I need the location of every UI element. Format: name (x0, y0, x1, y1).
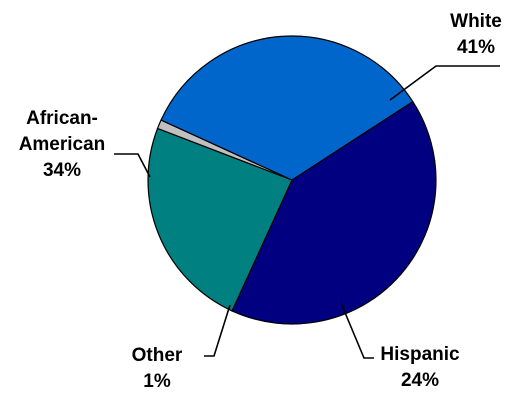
data-label-percent: 24% (401, 370, 439, 391)
pie-slices (148, 36, 436, 324)
data-label-category: White (450, 11, 502, 32)
leader-line-african-american (114, 154, 150, 177)
leader-line-other (204, 305, 230, 356)
data-label-percent: 1% (143, 371, 171, 392)
data-label-category: African- (26, 108, 98, 129)
data-label-hispanic: Hispanic 24% (380, 344, 460, 391)
data-label-category: Hispanic (380, 344, 460, 365)
data-label-other: Other 1% (132, 345, 183, 392)
data-label-category: American (19, 134, 106, 155)
data-label-percent: 41% (457, 37, 495, 58)
data-label-percent: 34% (43, 160, 81, 181)
data-label-white: White 41% (450, 11, 502, 58)
data-label-category: Other (132, 345, 183, 366)
data-label-african-american: African- American 34% (19, 108, 106, 181)
